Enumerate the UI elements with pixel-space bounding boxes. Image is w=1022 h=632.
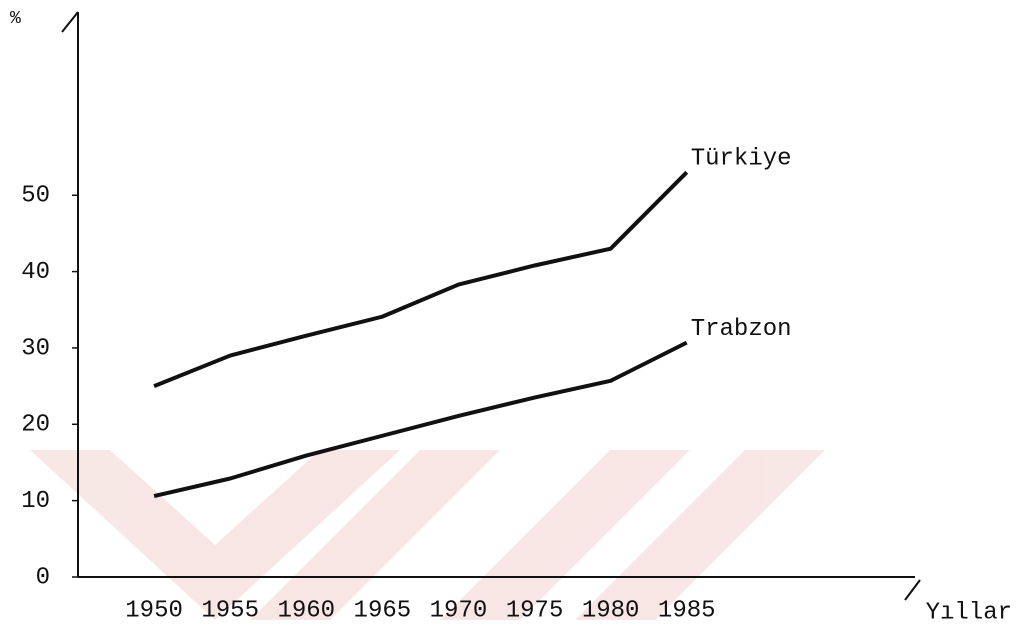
- y-tick-label: 30: [21, 335, 50, 362]
- x-tick-label: 1955: [201, 597, 259, 624]
- x-tick-label: 1950: [125, 597, 183, 624]
- y-tick-label: 0: [36, 564, 50, 591]
- y-tick-label: 50: [21, 183, 50, 210]
- x-tick-label: 1965: [354, 597, 412, 624]
- x-tick-label: 1975: [506, 597, 564, 624]
- watermark-shape: [30, 450, 400, 620]
- y-axis-label: %: [10, 9, 21, 29]
- axis-break: [61, 11, 79, 33]
- y-tick-label: 40: [21, 259, 50, 286]
- series-line: [153, 340, 688, 499]
- series-label: Türkiye: [691, 146, 792, 173]
- x-tick-label: 1985: [658, 597, 716, 624]
- axis-break: [904, 579, 921, 601]
- y-tick-label: 10: [21, 488, 50, 515]
- axes: [61, 11, 921, 601]
- series-line: [153, 170, 689, 388]
- x-tick-label: 1960: [277, 597, 335, 624]
- watermark: [30, 450, 825, 620]
- x-tick-label: 1970: [430, 597, 488, 624]
- x-axis-label: Yıllar: [926, 599, 1012, 626]
- x-tick-label: 1980: [582, 597, 640, 624]
- series-label: Trabzon: [691, 316, 792, 343]
- y-tick-label: 20: [21, 412, 50, 439]
